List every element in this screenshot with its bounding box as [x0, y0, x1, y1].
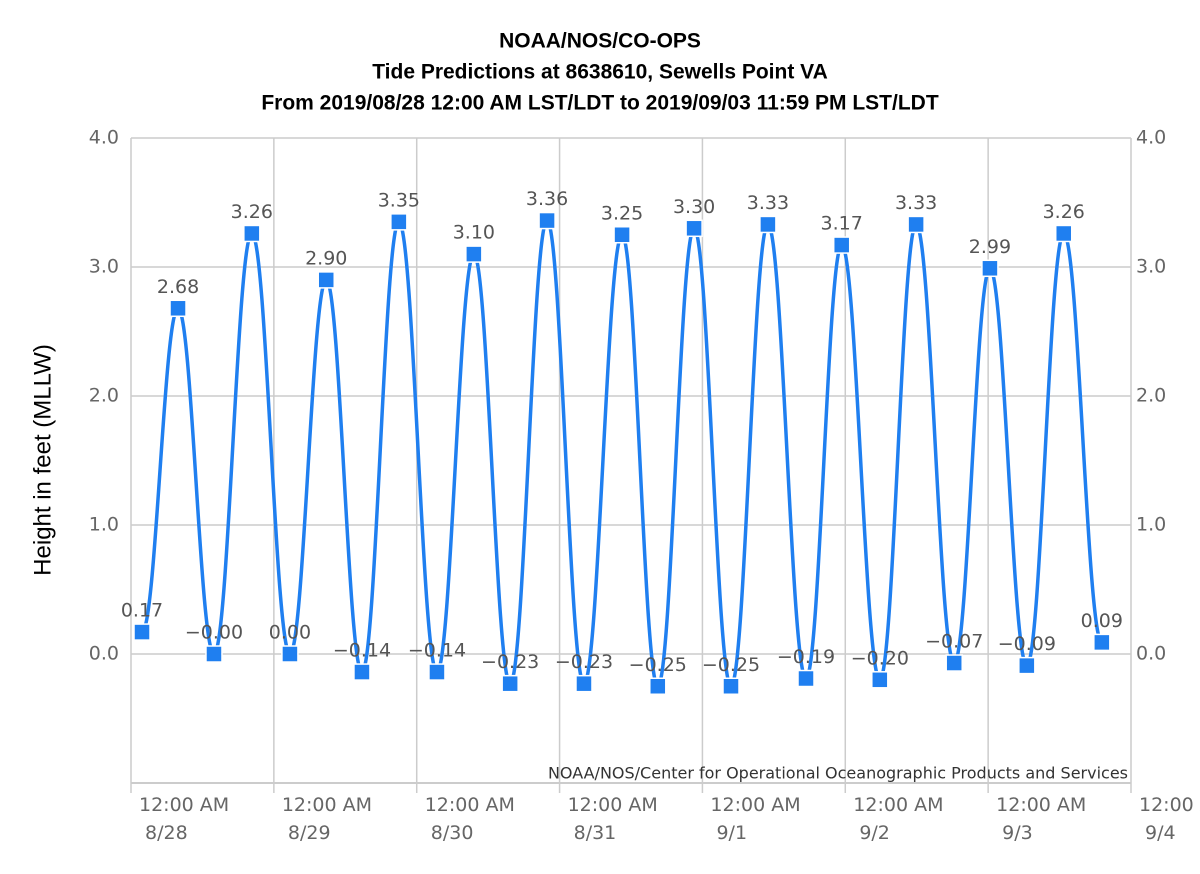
tide-marker: [428, 663, 446, 681]
tide-marker: [613, 226, 631, 244]
y2-tick-label: 2.0: [1136, 385, 1166, 407]
y-tick-label: 2.0: [89, 385, 119, 407]
chart-title: NOAA/NOS/CO-OPS: [499, 30, 701, 53]
x-tick-label: 12:00 AM 9/2: [853, 794, 943, 844]
x-tick-label: 12:00 AM 9/4: [1139, 794, 1200, 844]
data-label: 0.09: [1081, 610, 1123, 632]
y2-tick-label: 1.0: [1136, 514, 1166, 536]
data-label: 3.30: [673, 196, 715, 218]
data-label: −0.23: [481, 651, 539, 673]
data-label: −0.07: [925, 631, 983, 653]
data-label: 3.10: [453, 222, 495, 244]
grid: [130, 137, 1132, 793]
data-label: −0.14: [333, 640, 391, 662]
data-label: 0.17: [121, 600, 163, 622]
data-label: −0.20: [851, 647, 909, 669]
tide-marker: [1054, 224, 1073, 243]
tide-marker: [1093, 633, 1111, 652]
tide-marker: [243, 224, 261, 243]
tide-marker: [1018, 656, 1036, 675]
data-label: 3.25: [601, 202, 643, 224]
tide-marker: [575, 674, 593, 693]
x-tick-label: 12:00 AM 9/1: [710, 794, 800, 844]
tide-marker: [465, 245, 483, 263]
chart-subtitle: From 2019/08/28 12:00 AM LST/LDT to 2019…: [261, 92, 938, 115]
tide-marker: [722, 677, 740, 695]
tide-marker: [797, 669, 815, 688]
data-label: −0.23: [555, 651, 613, 673]
y-axis-title: Height in feet (MLLW): [29, 344, 56, 576]
data-label: −0.25: [629, 654, 687, 676]
tide-marker: [981, 259, 999, 278]
tide-marker: [501, 674, 519, 693]
tide-marker: [832, 236, 851, 254]
data-label: 3.35: [378, 189, 420, 211]
data-label: 3.17: [821, 213, 863, 235]
data-label: −0.19: [777, 646, 835, 668]
data-label: 3.26: [231, 201, 273, 223]
data-label: 2.99: [969, 236, 1011, 258]
tide-marker: [871, 671, 889, 689]
y-tick-label: 3.0: [89, 256, 119, 278]
data-label: 3.26: [1043, 201, 1085, 223]
tide-marker: [649, 677, 667, 695]
x-tick-label: 12:00 AM 8/29: [282, 794, 372, 844]
x-tick-label: 12:00 AM 8/31: [568, 794, 658, 844]
x-tick-label: 12:00 AM 8/28: [139, 794, 229, 844]
data-label: 3.36: [526, 188, 568, 210]
tide-marker: [945, 654, 963, 672]
credit: NOAA/NOS/Center for Operational Oceanogr…: [548, 764, 1128, 783]
tide-marker: [907, 215, 925, 234]
tide-marker: [169, 299, 187, 318]
y-tick-label: 4.0: [89, 127, 119, 149]
data-label: 2.90: [305, 247, 347, 269]
data-label: 3.33: [747, 192, 789, 214]
tide-marker: [133, 623, 151, 641]
x-tick-label: 12:00 AM 8/30: [425, 794, 515, 844]
y-tick-label: 1.0: [89, 514, 119, 536]
tide-line: [140, 218, 1104, 689]
data-label: −0.14: [408, 640, 466, 662]
data-label: 3.33: [895, 192, 937, 214]
data-label: 2.68: [157, 276, 199, 298]
data-label: −0.25: [702, 654, 760, 676]
tide-marker: [685, 219, 703, 238]
y2-tick-label: 4.0: [1136, 127, 1166, 149]
y-tick-label: 0.0: [89, 643, 119, 665]
tide-marker: [281, 645, 299, 663]
tide-marker: [205, 645, 223, 663]
tide-marker: [538, 211, 556, 230]
y2-tick-label: 3.0: [1136, 256, 1166, 278]
tide-marker: [317, 271, 335, 289]
data-label: −0.09: [998, 633, 1056, 655]
x-tick-label: 12:00 AM 9/3: [996, 794, 1086, 844]
y2-tick-label: 0.0: [1136, 643, 1166, 665]
data-label: 0.00: [269, 622, 311, 644]
tide-marker: [353, 663, 371, 681]
tide-marker: [759, 215, 777, 234]
data-label: −0.00: [185, 622, 243, 644]
tide-marker: [390, 213, 408, 231]
chart-subtitle: Tide Predictions at 8638610, Sewells Poi…: [372, 61, 828, 84]
